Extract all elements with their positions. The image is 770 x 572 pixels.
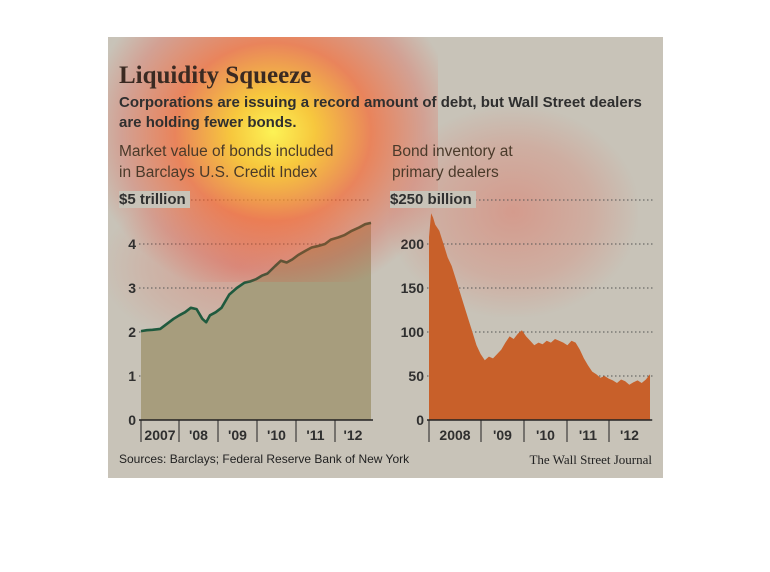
right-xtick-label-1: '09 (493, 427, 512, 443)
left-xtick-label-1: '08 (189, 427, 208, 443)
left-xtick-label-2: '09 (228, 427, 247, 443)
right-series-area (429, 213, 650, 420)
right-ytick-label-3: 150 (401, 280, 425, 296)
left-xtick-label-0: 2007 (144, 427, 175, 443)
left-ytick-label-2: 2 (128, 324, 136, 340)
right-xtick-label-4: '12 (620, 427, 639, 443)
right-panel-title-line2: primary dealers (392, 164, 499, 181)
left-unit-label: $5 trillion (119, 191, 190, 208)
chart-title: Liquidity Squeeze (119, 62, 312, 89)
right-xtick-label-3: '11 (579, 427, 597, 443)
right-ytick-label-2: 100 (401, 324, 425, 340)
right-ytick-label-4: 200 (401, 236, 425, 252)
right-xtick-label-2: '10 (536, 427, 555, 443)
source-note: Sources: Barclays; Federal Reserve Bank … (119, 452, 410, 466)
right-series (429, 213, 650, 420)
left-ytick-label-4: 4 (128, 236, 136, 252)
left-panel-title-line2: in Barclays U.S. Credit Index (119, 164, 318, 181)
right-xtick-label-0: 2008 (439, 427, 470, 443)
right-panel-title-line1: Bond inventory at (392, 143, 513, 160)
left-xtick-label-3: '10 (267, 427, 286, 443)
left-series (140, 221, 372, 420)
chart-graphic: 0 1 2 3 4 2007 '08 '09 '10 '11 '12 0 50 100 150 200 200… (108, 37, 663, 478)
left-ytick-label-1: 1 (128, 368, 136, 384)
left-ytick-label-0: 0 (128, 412, 136, 428)
chart-subtitle: Corporations are issuing a record amount… (119, 94, 642, 131)
left-xtick-label-4: '11 (306, 427, 324, 443)
credit-note: The Wall Street Journal (529, 452, 652, 467)
right-ytick-label-1: 50 (408, 368, 424, 384)
right-panel-title: Bond inventory at primary dealers (392, 141, 513, 183)
left-panel-title-line1: Market value of bonds included (119, 143, 334, 160)
left-ytick-label-3: 3 (128, 280, 136, 296)
left-xtick-label-5: '12 (344, 427, 363, 443)
right-ytick-label-0: 0 (416, 412, 424, 428)
right-unit-label: $250 billion (390, 191, 476, 208)
left-series-area (141, 222, 371, 420)
left-panel-title: Market value of bonds included in Barcla… (119, 141, 334, 183)
